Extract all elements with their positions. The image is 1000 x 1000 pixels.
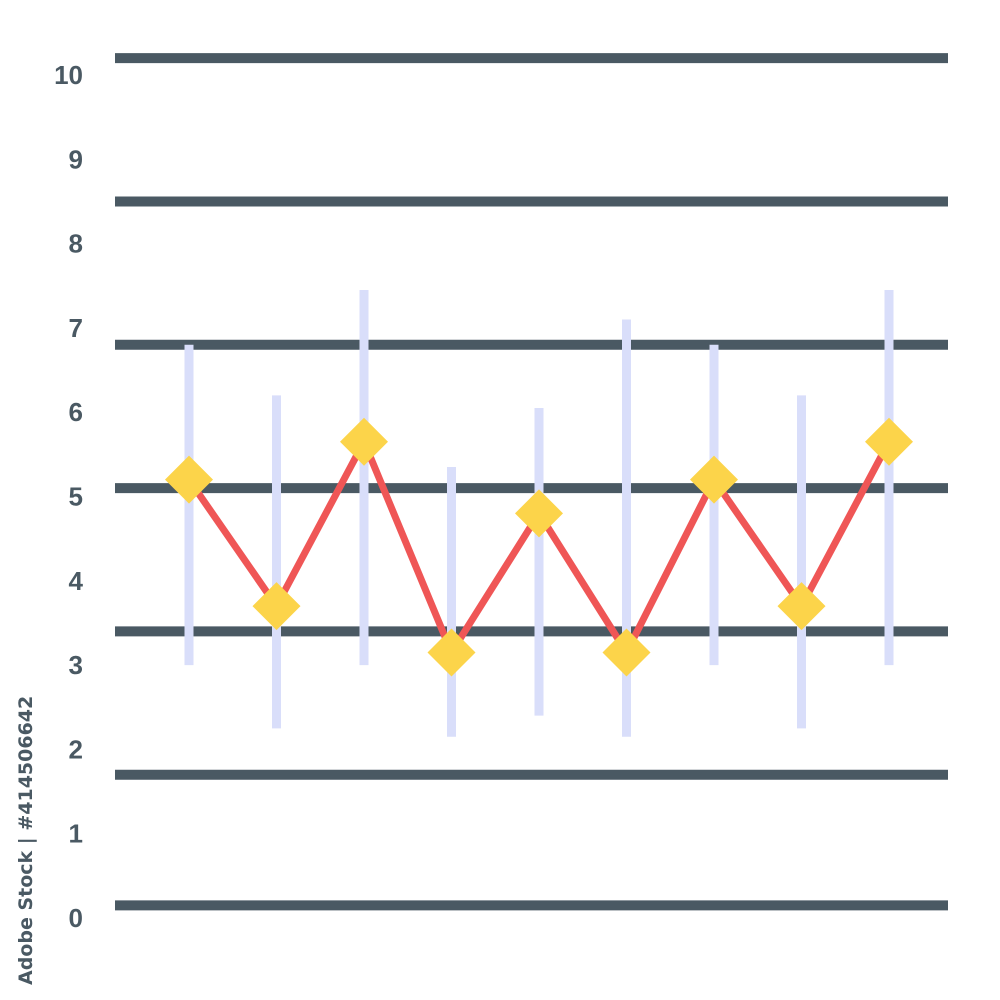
data-point-9: [865, 417, 913, 466]
y-tick-label-2: 2: [69, 734, 83, 764]
data-point-2: [252, 582, 301, 631]
y-tick-label-10: 10: [54, 60, 83, 90]
y-tick-label-6: 6: [69, 397, 83, 427]
data-point-5: [515, 489, 563, 538]
data-point-6: [602, 628, 651, 677]
data-point-7: [690, 455, 738, 504]
y-tick-label-3: 3: [69, 650, 83, 680]
y-tick-label-9: 9: [69, 144, 83, 174]
y-tick-label-7: 7: [69, 313, 83, 343]
data-point-8: [777, 582, 826, 631]
y-tick-label-0: 0: [69, 903, 83, 933]
y-tick-label-5: 5: [69, 482, 83, 512]
y-tick-label-1: 1: [69, 819, 83, 849]
data-point-1: [165, 455, 213, 504]
data-point-3: [340, 417, 388, 466]
y-tick-label-4: 4: [69, 566, 84, 596]
data-markers: [165, 417, 913, 677]
data-point-4: [427, 628, 476, 677]
control-lines: [115, 53, 948, 911]
y-tick-label-8: 8: [69, 229, 83, 259]
stock-watermark: Adobe Stock | #414506642: [15, 696, 37, 985]
y-axis-tick-labels: 0 1 2 3 4 5 6 7 8 9 10: [54, 60, 83, 933]
